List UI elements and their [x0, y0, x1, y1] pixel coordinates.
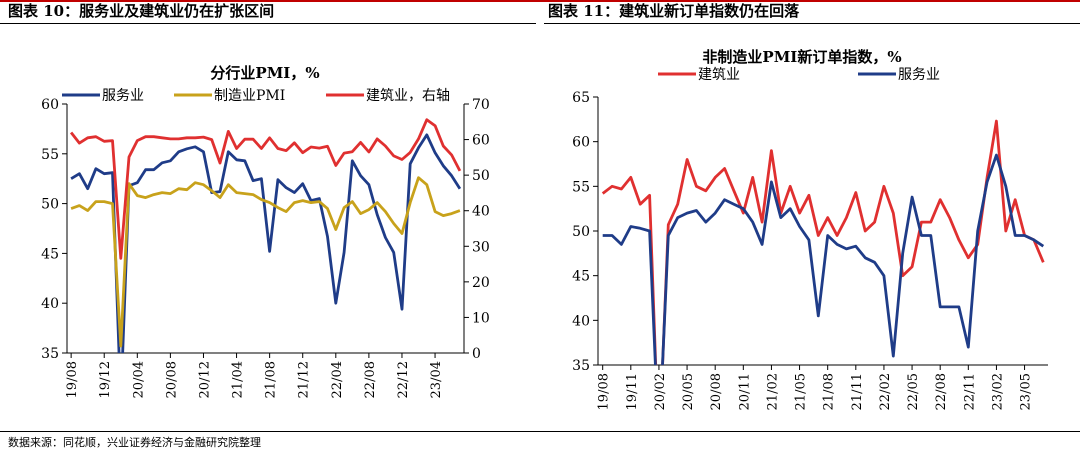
- y-tick-label: 35: [572, 358, 590, 374]
- series-line-建筑业: [601, 119, 1045, 365]
- series-line-服务业: [70, 133, 462, 353]
- x-tick-label: 20/02: [653, 373, 668, 410]
- chart-title: 分行业PMI，%: [210, 64, 319, 82]
- y-tick-label: 45: [572, 269, 590, 285]
- x-tick-label: 22/08: [934, 373, 949, 410]
- y2-tick-label: 50: [472, 168, 490, 184]
- x-tick-label: 22/02: [878, 373, 893, 410]
- y2-tick-label: 0: [472, 346, 481, 362]
- legend-label: 建筑业: [698, 67, 740, 83]
- x-tick-label: 21/11: [850, 373, 865, 410]
- y-tick-label: 40: [41, 296, 59, 312]
- chart-new-orders-index: 非制造业PMI新订单指数，% 35 40 45 50 55 60 65 19/08 19/11 20…: [572, 48, 1048, 410]
- x-tick-label: 22/08: [363, 361, 378, 398]
- y2-tick-label: 30: [472, 239, 490, 255]
- y-tick-label: 45: [41, 246, 59, 262]
- legend-label: 制造业PMI: [214, 88, 285, 104]
- chart-title: 非制造业PMI新订单指数，%: [702, 48, 901, 66]
- y2-tick-label: 10: [472, 310, 490, 326]
- y2-tick-label: 20: [472, 275, 490, 291]
- x-tick-label: 23/04: [429, 361, 444, 398]
- x-tick-label: 21/04: [231, 361, 246, 398]
- x-tick-label: 21/08: [264, 361, 279, 398]
- top-accent-line: [0, 0, 1080, 2]
- x-tick-label: 19/11: [625, 373, 640, 410]
- x-tick-label: 20/12: [197, 361, 212, 398]
- series-line-服务业: [602, 153, 1045, 365]
- y2-tick-label: 70: [472, 97, 490, 113]
- series-line-建筑业，右轴: [69, 118, 462, 260]
- x-tick-label: 21/02: [765, 373, 780, 410]
- x-tick-label: 20/08: [164, 361, 179, 398]
- x-tick-label: 23/02: [990, 373, 1005, 410]
- right-title-rule: [544, 23, 1080, 24]
- y-tick-label: 55: [41, 147, 59, 163]
- y-tick-label: 60: [572, 135, 590, 151]
- x-tick-label: 19/12: [98, 361, 113, 398]
- x-tick-label: 22/05: [906, 373, 921, 410]
- y-tick-label: 65: [572, 90, 590, 106]
- y-tick-label: 40: [572, 313, 590, 329]
- y-tick-label: 35: [41, 346, 59, 362]
- chart-service-construction-pmi: 分行业PMI，% 35 40 45 50 55 60 0 10 20 30 40 50 60 70 19/08…: [41, 64, 490, 398]
- x-tick-label: 20/08: [709, 373, 724, 410]
- legend-label: 建筑业，右轴: [366, 88, 450, 104]
- y2-tick-label: 40: [472, 204, 490, 220]
- x-tick-label: 20/04: [131, 361, 146, 398]
- y-tick-label: 55: [572, 179, 590, 195]
- source-note: 数据来源：同花顺，兴业证券经济与金融研究院整理: [8, 436, 261, 449]
- x-tick-label: 19/08: [597, 373, 612, 410]
- x-tick-label: 19/08: [65, 361, 80, 398]
- x-tick-label: 21/08: [822, 373, 837, 410]
- x-tick-label: 20/11: [737, 373, 752, 410]
- y-tick-label: 50: [572, 224, 590, 240]
- left-title-rule: [0, 23, 536, 24]
- right-panel-title: 图表 11：建筑业新订单指数仍在回落: [548, 2, 800, 20]
- x-tick-label: 20/05: [681, 373, 696, 410]
- x-tick-label: 22/04: [330, 361, 345, 398]
- x-tick-label: 22/11: [962, 373, 977, 410]
- x-tick-label: 21/05: [794, 373, 809, 410]
- legend-label: 服务业: [102, 88, 144, 104]
- y-tick-label: 50: [41, 197, 59, 213]
- x-tick-label: 23/05: [1019, 373, 1034, 410]
- y2-tick-label: 60: [472, 133, 490, 149]
- left-panel-title: 图表 10：服务业及建筑业仍在扩张区间: [8, 2, 275, 20]
- series-line-制造业PMI: [70, 176, 461, 348]
- x-tick-label: 22/12: [396, 361, 411, 398]
- x-tick-label: 21/12: [297, 361, 312, 398]
- legend-label: 服务业: [898, 67, 940, 83]
- footer-rule: [0, 431, 1080, 432]
- y-tick-label: 60: [41, 97, 59, 113]
